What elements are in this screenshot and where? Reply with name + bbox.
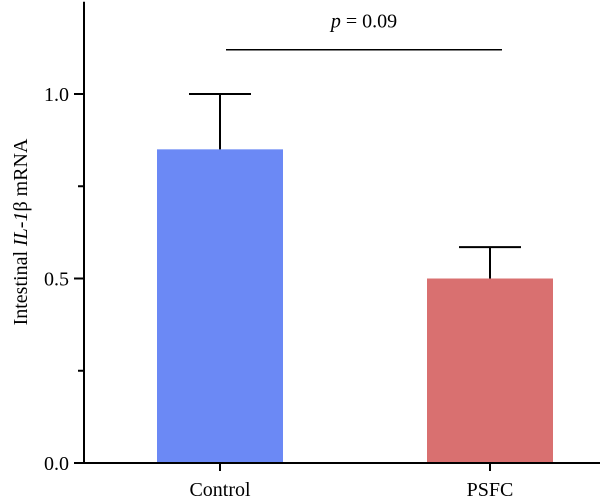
y-tick-label-0.5: 0.5 (44, 269, 69, 291)
p-value-number: = 0.09 (341, 11, 397, 33)
x-tick-label-psfc: PSFC (467, 479, 514, 501)
y-axis-title-pre: Intestinal (10, 246, 32, 325)
x-tick-label-control: Control (189, 479, 251, 501)
y-ticks-group: 0.0 0.5 1.0 (44, 84, 84, 475)
significance-group: p = 0.09 (226, 11, 502, 51)
p-value-label: p = 0.09 (329, 11, 397, 33)
y-tick-label-0.0: 0.0 (44, 453, 69, 475)
bar-psfc (427, 278, 553, 463)
error-bars-group (189, 93, 521, 279)
p-value-symbol: p (329, 11, 341, 33)
bar-control (157, 149, 283, 463)
y-tick-label-1.0: 1.0 (44, 84, 69, 106)
y-axis-title-italic: IL-1 (10, 212, 32, 247)
y-axis-title-post: β mRNA (10, 138, 32, 212)
bars-group (157, 149, 553, 463)
x-tick-labels-group: Control PSFC (189, 463, 513, 501)
axes-group (83, 1, 600, 464)
y-axis-title: Intestinal IL-1β mRNA (10, 138, 32, 325)
